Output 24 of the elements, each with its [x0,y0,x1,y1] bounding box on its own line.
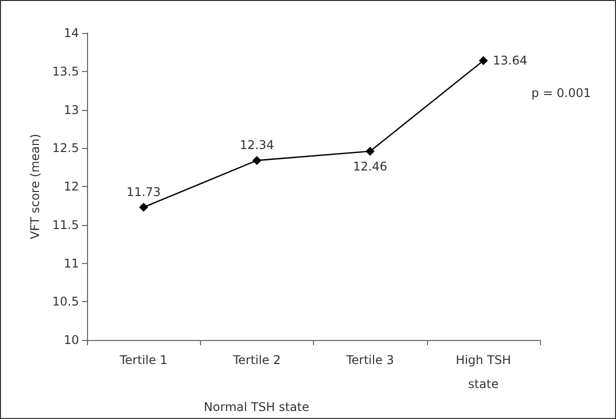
y-tick-label: 11 [64,256,79,270]
y-tick-label: 14 [64,26,79,40]
x-axis-title: Normal TSH state [204,400,310,414]
data-label: 12.46 [352,160,388,174]
annotation: p = 0.001 [531,86,591,100]
y-tick-label: 12 [64,180,79,194]
y-tick-label: 12.5 [52,141,79,156]
data-label: 13.64 [492,54,528,68]
point [478,56,488,66]
point [252,156,262,165]
point [366,146,375,156]
y-tick-label: 13.5 [52,64,79,78]
x-tick-label: High TSH state [456,353,512,392]
data-label: 12.34 [240,138,274,152]
y-axis-title: VFT score (mean) [28,134,42,240]
x-tick-label: Tertile 2 [232,353,281,368]
x-tick-label: Tertile 3 [345,353,394,368]
y-tick-label: 11.5 [52,218,79,232]
y-tick-label: 10 [64,333,79,348]
y-tick-label: 13 [64,102,79,117]
point [139,202,148,212]
data-label: 11.73 [126,184,161,199]
x-tick-label: Tertile 1 [118,353,168,368]
y-tick-label: 10.5 [52,294,79,309]
